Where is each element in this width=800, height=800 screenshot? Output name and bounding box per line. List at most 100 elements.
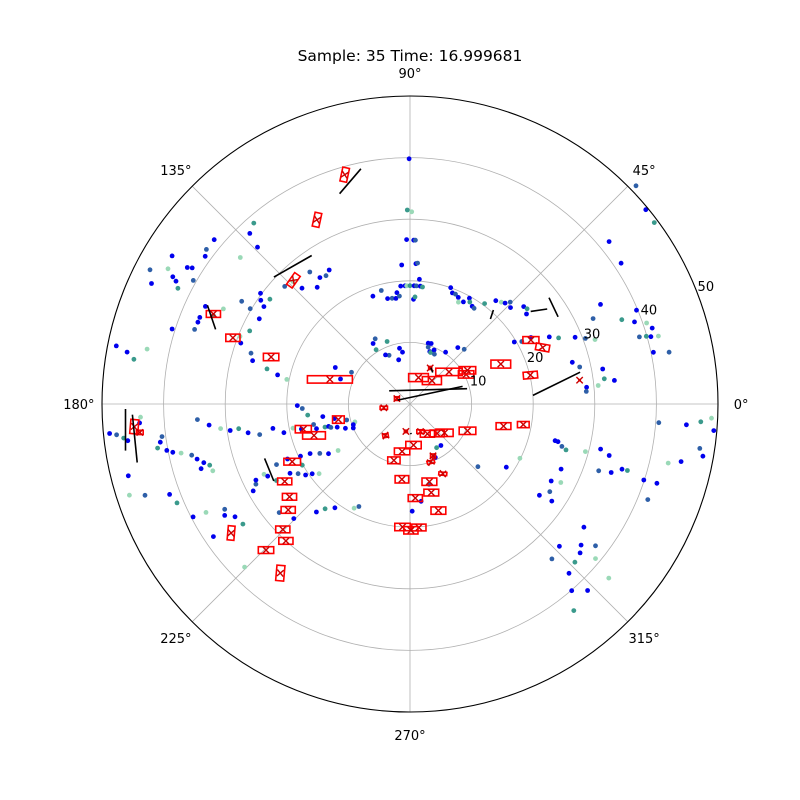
lidar-point bbox=[247, 231, 253, 236]
detection-box bbox=[421, 375, 443, 386]
lidar-point bbox=[370, 341, 376, 346]
lidar-point bbox=[443, 349, 448, 355]
lidar-point bbox=[517, 455, 523, 461]
lidar-point bbox=[298, 453, 303, 459]
lidar-point bbox=[493, 298, 499, 304]
lidar-point bbox=[563, 447, 569, 453]
heading-line bbox=[131, 414, 138, 463]
center-marker bbox=[409, 441, 418, 449]
lidar-point bbox=[666, 349, 672, 355]
lidar-point bbox=[593, 543, 598, 549]
lidar-point bbox=[261, 304, 267, 309]
center-marker bbox=[227, 529, 235, 537]
lidar-point bbox=[581, 524, 587, 530]
lidar-point bbox=[577, 550, 583, 556]
lidar-point bbox=[253, 477, 259, 483]
center-marker bbox=[434, 506, 443, 515]
lidar-point bbox=[248, 350, 254, 356]
lidar-point bbox=[415, 260, 420, 266]
box-outline bbox=[394, 474, 410, 484]
center-marker bbox=[519, 420, 527, 429]
box-outline bbox=[276, 477, 293, 486]
detection-box bbox=[534, 341, 551, 353]
lidar-point bbox=[397, 345, 402, 351]
detection-box bbox=[435, 428, 454, 438]
detection-box bbox=[393, 447, 411, 456]
center-marker bbox=[439, 469, 447, 478]
detection-box bbox=[226, 524, 236, 542]
angular-gridline-45 bbox=[409, 185, 629, 405]
detection-box bbox=[338, 166, 351, 184]
box-outline bbox=[285, 271, 302, 290]
lidar-point bbox=[222, 506, 228, 512]
lidar-point bbox=[461, 346, 467, 352]
lidar-point bbox=[455, 295, 461, 300]
lidar-point bbox=[394, 290, 400, 296]
box-outline bbox=[421, 375, 443, 386]
lidar-point bbox=[253, 481, 259, 487]
lidar-point bbox=[453, 291, 458, 297]
lidar-point bbox=[167, 492, 173, 497]
box-outline bbox=[411, 523, 427, 532]
lidar-point bbox=[651, 349, 656, 355]
lidar-point bbox=[314, 509, 319, 515]
lidar-point bbox=[343, 425, 348, 431]
lidar-point bbox=[221, 306, 226, 312]
center-marker bbox=[281, 477, 289, 486]
lidar-point bbox=[169, 253, 175, 259]
lidar-point bbox=[678, 459, 684, 464]
lidar-point bbox=[558, 466, 564, 472]
lidar-point bbox=[192, 327, 198, 332]
detection-box bbox=[421, 477, 438, 487]
detection-box bbox=[425, 457, 436, 467]
box-outline bbox=[393, 447, 411, 456]
lidar-point bbox=[328, 425, 334, 430]
detection-box bbox=[225, 333, 241, 343]
lidar-point bbox=[169, 326, 175, 332]
center-marker bbox=[279, 525, 287, 534]
lidar-point bbox=[322, 506, 328, 512]
lidar-point bbox=[566, 570, 572, 576]
lidar-point bbox=[240, 521, 246, 527]
lidar-point bbox=[467, 295, 472, 301]
box-outline bbox=[425, 458, 436, 466]
polar-frame bbox=[101, 95, 719, 713]
center-marker bbox=[398, 447, 406, 456]
lidar-point bbox=[432, 351, 437, 357]
lidar-point bbox=[251, 220, 257, 226]
lidar-point bbox=[572, 334, 578, 340]
detection-box bbox=[407, 372, 430, 383]
lidar-point bbox=[398, 283, 404, 289]
detection-box bbox=[458, 365, 477, 375]
detection-box bbox=[381, 431, 390, 440]
lidar-point bbox=[698, 419, 704, 425]
lidar-point bbox=[632, 319, 637, 325]
lidar-point bbox=[645, 497, 651, 502]
box-outline bbox=[135, 429, 144, 436]
detection-boxes bbox=[128, 166, 584, 582]
lidar-point bbox=[332, 365, 338, 370]
lidar-point bbox=[665, 460, 671, 466]
lidar-point bbox=[307, 451, 313, 456]
box-outline bbox=[458, 365, 477, 375]
lidar-point bbox=[165, 266, 171, 272]
radial-tick-label: 10 bbox=[470, 374, 487, 389]
lidar-point bbox=[618, 260, 624, 266]
lidar-point bbox=[203, 510, 209, 515]
lidar-point bbox=[600, 366, 606, 372]
box-outline bbox=[280, 505, 297, 515]
box-outline bbox=[421, 477, 438, 487]
detection-box bbox=[430, 506, 447, 516]
detection-box bbox=[281, 492, 298, 501]
lidar-point bbox=[596, 468, 602, 474]
center-marker bbox=[288, 458, 296, 466]
lidar-point bbox=[649, 325, 655, 331]
box-outline bbox=[331, 415, 346, 425]
center-marker bbox=[334, 415, 343, 424]
center-marker bbox=[382, 431, 389, 440]
lidar-point bbox=[502, 300, 508, 306]
lidar-point bbox=[399, 262, 405, 268]
lidar-point bbox=[250, 488, 256, 494]
heading-line bbox=[532, 371, 581, 397]
box-outline bbox=[490, 359, 512, 369]
